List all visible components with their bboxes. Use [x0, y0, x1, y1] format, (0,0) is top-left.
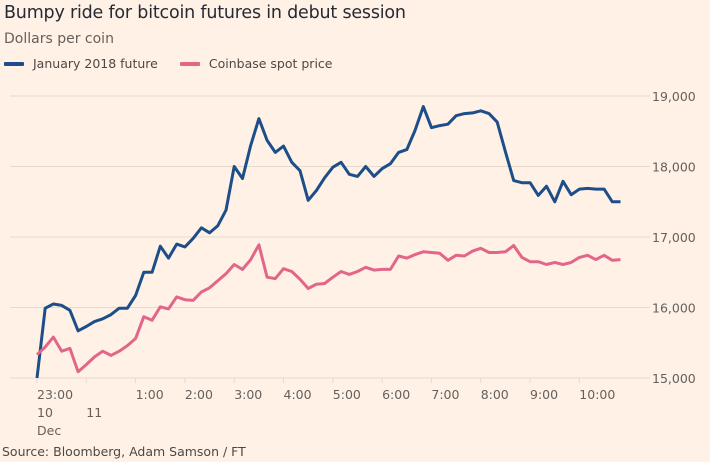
- legend-label-future: January 2018 future: [33, 56, 158, 71]
- chart-subtitle: Dollars per coin: [4, 31, 114, 47]
- chart-title: Bumpy ride for bitcoin futures in debut …: [4, 3, 406, 23]
- series-lines: [35, 105, 621, 379]
- x-tick-label: 3:00: [234, 387, 262, 402]
- x-tick-label: 11: [86, 405, 102, 420]
- x-tick-label: 2:00: [185, 387, 213, 402]
- x-tick-label: 10:00: [579, 387, 615, 402]
- x-tick-label: 7:00: [431, 387, 459, 402]
- x-tick-label: 6:00: [382, 387, 410, 402]
- y-tick-label: 16,000: [652, 301, 696, 316]
- series-line-spot: [35, 243, 621, 374]
- y-tick-label: 17,000: [652, 230, 696, 245]
- x-tick-label: 10: [37, 405, 53, 420]
- x-tick-label: 5:00: [333, 387, 361, 402]
- gridlines: [10, 95, 650, 379]
- x-tick-label: Dec: [37, 423, 61, 438]
- legend-swatch-future: [4, 61, 24, 66]
- series-line-future: [35, 105, 621, 379]
- legend: January 2018 future Coinbase spot price: [4, 56, 354, 71]
- x-tick-label: 4:00: [284, 387, 312, 402]
- legend-item-future: January 2018 future: [4, 56, 158, 71]
- y-tick-label: 19,000: [652, 89, 696, 104]
- legend-label-spot: Coinbase spot price: [208, 56, 333, 71]
- y-axis: 15,000 16,000 17,000 18,000 19,000: [652, 89, 696, 386]
- x-axis: 23:00 10 Dec 11 1:00 2:00 3:00 4:00 5:00 6:00 7:00…: [36, 378, 615, 438]
- x-tick-label: 9:00: [530, 387, 558, 402]
- x-tick-label: 23:00: [37, 387, 73, 402]
- source-note: Source: Bloomberg, Adam Samson / FT: [2, 444, 246, 459]
- y-tick-label: 18,000: [652, 160, 696, 175]
- legend-swatch-spot: [179, 61, 200, 66]
- x-tick-label: 1:00: [136, 387, 164, 402]
- y-tick-label: 15,000: [652, 371, 696, 386]
- x-tick-label: 8:00: [481, 387, 509, 402]
- legend-item-spot: Coinbase spot price: [179, 56, 333, 71]
